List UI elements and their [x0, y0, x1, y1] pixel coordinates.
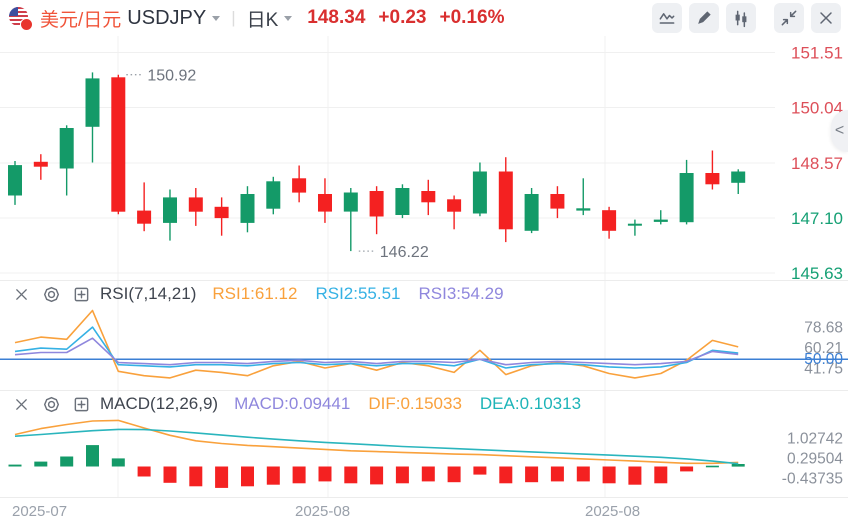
- price-axis-labels: 151.51 150.04 148.57 147.10 145.63: [791, 44, 843, 281]
- rsi-line-RSI2: [14, 326, 739, 369]
- date-axis: 2025-07 2025-08 2025-08: [0, 498, 848, 526]
- draw-pencil-icon[interactable]: [689, 3, 719, 33]
- rsi-title: RSI(7,14,21): [100, 284, 197, 303]
- pane-separator: [0, 390, 848, 391]
- svg-text:150.92: 150.92: [147, 68, 196, 85]
- rsi2-value: RSI2:55.51: [315, 284, 401, 303]
- svg-text:50.00: 50.00: [804, 351, 843, 368]
- svg-text:150.04: 150.04: [791, 99, 843, 118]
- price-annotations: 150.92 146.22: [126, 68, 429, 261]
- indicator-line-icon[interactable]: [652, 3, 682, 33]
- usdjpy-flag-icon: [9, 7, 33, 31]
- main-candlestick-chart[interactable]: 150.92 146.22 151.51 150.04 148.57 147.10 145.…: [0, 36, 848, 280]
- chart-toolbar: [652, 3, 841, 33]
- candlestick-style-icon[interactable]: [726, 3, 756, 33]
- rsi-line-RSI3: [14, 337, 739, 366]
- rsi-legend: RSI(7,14,21) RSI1:61.12 RSI2:55.51 RSI3:…: [10, 281, 522, 307]
- date-label: 2025-07: [12, 503, 68, 520]
- side-panel-toggle-chevron-icon[interactable]: <: [831, 110, 848, 152]
- candles-layer: [8, 72, 746, 252]
- rsi-add-indicator-icon[interactable]: [70, 283, 92, 305]
- rsi-settings-gear-icon[interactable]: [40, 283, 62, 305]
- chart-header: 美元/日元 USDJPY | 日K 148.34 +0.23 +0.16%: [0, 0, 848, 36]
- pair-dropdown-caret-icon[interactable]: [212, 15, 221, 21]
- macd-histogram: [8, 445, 745, 488]
- collapse-icon[interactable]: [774, 3, 804, 33]
- jp-flag-icon: [20, 18, 33, 31]
- macd-title: MACD(12,26,9): [100, 394, 219, 413]
- svg-text:1.02742: 1.02742: [787, 431, 843, 448]
- close-icon[interactable]: [811, 3, 841, 33]
- dif-value: DIF:0.15033: [368, 394, 462, 413]
- svg-text:60.21: 60.21: [804, 340, 843, 357]
- dea-value: DEA:0.10313: [479, 394, 582, 413]
- svg-text:145.63: 145.63: [791, 264, 843, 280]
- header-divider: |: [231, 8, 236, 27]
- svg-text:78.68: 78.68: [804, 320, 843, 337]
- macd-value: MACD:0.09441: [234, 394, 351, 413]
- period-selector[interactable]: 日K: [246, 9, 279, 31]
- macd-add-indicator-icon[interactable]: [70, 393, 92, 415]
- rsi1-value: RSI1:61.12: [212, 284, 298, 303]
- pair-code[interactable]: USDJPY: [127, 6, 207, 29]
- pair-name-chinese: 美元/日元: [40, 9, 122, 31]
- macd-line-DIF: [14, 419, 739, 465]
- macd-settings-gear-icon[interactable]: [40, 393, 62, 415]
- svg-text:147.10: 147.10: [791, 209, 843, 228]
- svg-text:41.75: 41.75: [804, 360, 843, 377]
- period-dropdown-caret-icon[interactable]: [284, 15, 293, 21]
- rsi-close-icon[interactable]: [10, 283, 32, 305]
- svg-text:-0.43735: -0.43735: [782, 470, 843, 487]
- last-price: 148.34: [307, 7, 366, 28]
- price-change: +0.23: [378, 7, 427, 28]
- svg-text:0.29504: 0.29504: [787, 451, 843, 468]
- date-label: 2025-08: [295, 503, 351, 520]
- macd-line-DEA: [14, 428, 739, 465]
- rsi-line-RSI1: [14, 309, 739, 379]
- price-change-percent: +0.16%: [439, 7, 505, 28]
- svg-text:148.57: 148.57: [791, 154, 843, 173]
- svg-text:146.22: 146.22: [380, 244, 429, 261]
- rsi3-value: RSI3:54.29: [418, 284, 504, 303]
- svg-text:151.51: 151.51: [791, 44, 843, 63]
- pane-separator: [0, 280, 848, 281]
- macd-close-icon[interactable]: [10, 393, 32, 415]
- macd-chart[interactable]: 1.02742 0.29504 -0.43735: [0, 391, 848, 497]
- pane-separator: [0, 497, 848, 498]
- macd-axis-labels: 1.02742 0.29504 -0.43735: [782, 431, 844, 488]
- date-label: 2025-08: [585, 503, 641, 520]
- macd-legend: MACD(12,26,9) MACD:0.09441 DIF:0.15033 D…: [10, 391, 599, 417]
